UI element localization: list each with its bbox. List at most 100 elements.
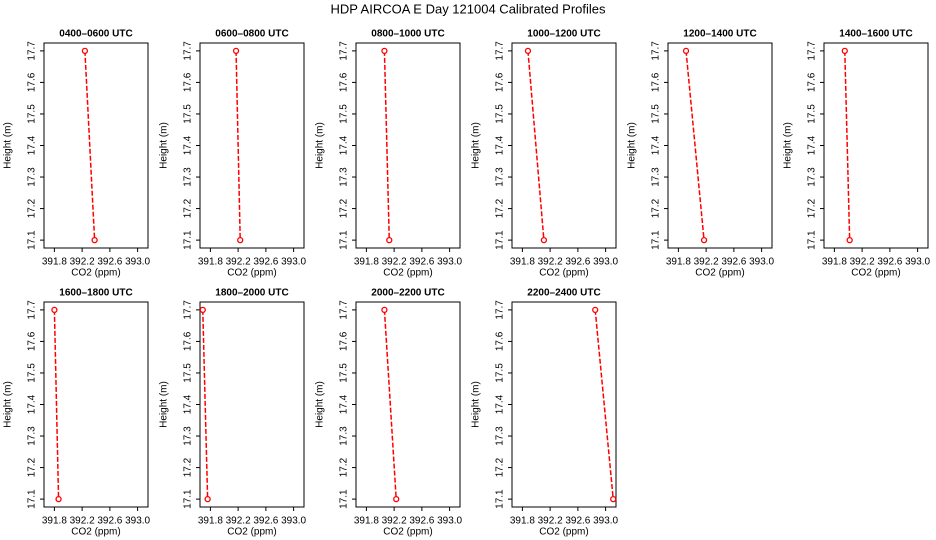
profile-line bbox=[202, 309, 209, 500]
y-tick-label: 17.3 bbox=[27, 167, 38, 187]
data-point bbox=[381, 47, 388, 55]
x-tick-label: 391.8 bbox=[42, 516, 67, 527]
x-axis-label: CO2 (ppm) bbox=[851, 268, 900, 279]
y-tick-label: 17.1 bbox=[183, 230, 194, 250]
x-tick-label: 392.6 bbox=[409, 257, 434, 268]
plot-frame bbox=[199, 42, 305, 249]
y-tick-label: 17.2 bbox=[651, 198, 662, 218]
data-point bbox=[81, 47, 89, 55]
x-axis-label: CO2 (ppm) bbox=[71, 268, 120, 279]
data-point bbox=[841, 47, 848, 55]
y-tick-label: 17.1 bbox=[651, 230, 662, 250]
y-tick-label: 17.5 bbox=[339, 104, 350, 124]
profile-line bbox=[235, 50, 241, 241]
y-tick-label: 17.5 bbox=[495, 363, 506, 383]
y-tick-label: 17.1 bbox=[27, 489, 38, 509]
x-axis-label: CO2 (ppm) bbox=[695, 268, 744, 279]
x-tick-label: 392.2 bbox=[694, 257, 719, 268]
profile-line bbox=[685, 50, 705, 241]
y-tick-label: 17.5 bbox=[807, 104, 818, 124]
profile-line bbox=[383, 309, 397, 500]
y-tick-label: 17.5 bbox=[495, 104, 506, 124]
x-tick-label: 391.8 bbox=[510, 257, 535, 268]
y-tick-label: 17.4 bbox=[495, 394, 506, 414]
profile-line bbox=[53, 309, 60, 500]
plot-frame bbox=[355, 301, 461, 508]
x-tick-label: 393.0 bbox=[437, 257, 462, 268]
y-tick-label: 17.4 bbox=[339, 394, 350, 414]
profile-line bbox=[383, 50, 391, 241]
profile-line bbox=[527, 50, 545, 241]
x-tick-label: 391.8 bbox=[510, 516, 535, 527]
x-axis-label: CO2 (ppm) bbox=[383, 527, 432, 538]
y-tick-label: 17.5 bbox=[339, 363, 350, 383]
y-tick-label: 17.2 bbox=[339, 198, 350, 218]
y-tick-label: 17.1 bbox=[339, 489, 350, 509]
y-tick-label: 17.6 bbox=[183, 72, 194, 92]
y-tick-label: 17.1 bbox=[495, 489, 506, 509]
data-point bbox=[232, 47, 240, 55]
panel-title: 0400–0600 UTC bbox=[59, 29, 132, 40]
x-axis-label: CO2 (ppm) bbox=[227, 527, 276, 538]
x-tick-label: 392.6 bbox=[253, 257, 278, 268]
y-tick-label: 17.4 bbox=[807, 135, 818, 155]
y-tick-label: 17.6 bbox=[339, 72, 350, 92]
y-tick-label: 17.7 bbox=[339, 300, 350, 320]
plot-frame bbox=[355, 42, 461, 249]
y-tick-label: 17.3 bbox=[807, 167, 818, 187]
x-tick-label: 392.6 bbox=[565, 257, 590, 268]
y-tick-label: 17.6 bbox=[183, 331, 194, 351]
y-tick-label: 17.1 bbox=[495, 230, 506, 250]
y-tick-label: 17.4 bbox=[27, 394, 38, 414]
data-point bbox=[524, 47, 532, 55]
x-tick-label: 393.0 bbox=[593, 257, 618, 268]
data-point bbox=[204, 495, 211, 503]
x-tick-label: 392.6 bbox=[877, 257, 902, 268]
panel-title: 1200–1400 UTC bbox=[683, 29, 756, 40]
y-tick-label: 17.2 bbox=[27, 198, 38, 218]
data-point bbox=[91, 236, 98, 244]
x-tick-label: 392.6 bbox=[409, 516, 434, 527]
x-axis-label: CO2 (ppm) bbox=[539, 268, 588, 279]
y-tick-label: 17.1 bbox=[807, 230, 818, 250]
y-tick-label: 17.5 bbox=[183, 363, 194, 383]
panel-title: 1000–1200 UTC bbox=[527, 29, 600, 40]
x-tick-label: 393.0 bbox=[125, 516, 150, 527]
x-tick-label: 392.2 bbox=[382, 257, 407, 268]
y-tick-label: 17.7 bbox=[183, 41, 194, 61]
data-point bbox=[55, 495, 62, 503]
y-tick-label: 17.3 bbox=[27, 426, 38, 446]
y-tick-label: 17.2 bbox=[183, 457, 194, 477]
data-point bbox=[199, 306, 206, 314]
y-tick-label: 17.2 bbox=[27, 457, 38, 477]
y-tick-label: 17.4 bbox=[183, 394, 194, 414]
plot-frame bbox=[43, 42, 149, 249]
y-tick-label: 17.4 bbox=[651, 135, 662, 155]
plot-frame bbox=[511, 301, 617, 508]
x-tick-label: 391.8 bbox=[354, 516, 379, 527]
y-tick-label: 17.7 bbox=[807, 41, 818, 61]
x-tick-label: 391.8 bbox=[354, 257, 379, 268]
y-tick-label: 17.5 bbox=[27, 104, 38, 124]
x-tick-label: 392.2 bbox=[538, 516, 563, 527]
profile-line bbox=[844, 50, 851, 241]
plot-frame bbox=[511, 42, 617, 249]
x-tick-label: 392.2 bbox=[226, 257, 251, 268]
y-tick-label: 17.4 bbox=[183, 135, 194, 155]
data-point bbox=[700, 236, 708, 244]
y-tick-label: 17.6 bbox=[495, 331, 506, 351]
panel-title: 1600–1800 UTC bbox=[59, 288, 132, 299]
y-tick-label: 17.4 bbox=[27, 135, 38, 155]
y-tick-label: 17.1 bbox=[27, 230, 38, 250]
x-tick-label: 392.6 bbox=[565, 516, 590, 527]
data-point bbox=[540, 236, 548, 244]
x-tick-label: 391.8 bbox=[198, 516, 223, 527]
y-tick-label: 17.7 bbox=[27, 41, 38, 61]
data-point bbox=[237, 236, 244, 244]
y-tick-label: 17.5 bbox=[27, 363, 38, 383]
plot-frame bbox=[43, 301, 149, 508]
y-tick-label: 17.3 bbox=[495, 426, 506, 446]
y-tick-label: 17.7 bbox=[339, 41, 350, 61]
panel-title: 2200–2400 UTC bbox=[527, 288, 600, 299]
y-tick-label: 17.6 bbox=[27, 331, 38, 351]
